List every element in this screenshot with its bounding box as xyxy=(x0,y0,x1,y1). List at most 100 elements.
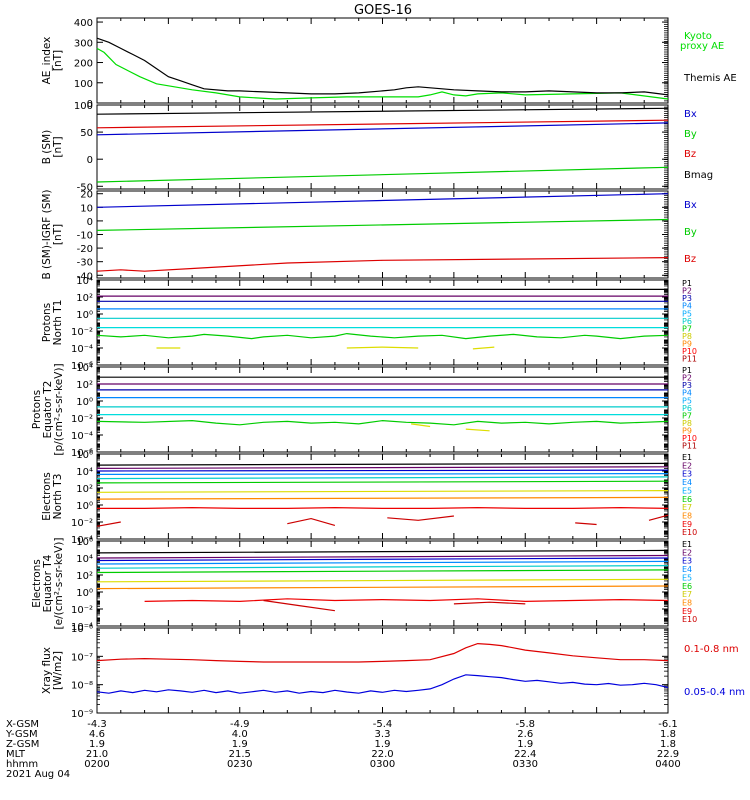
y-tick-label: 10⁰ xyxy=(76,310,93,321)
series-line-e6 xyxy=(96,480,669,484)
ephemeris-value: 21.0 xyxy=(86,749,108,760)
legend-entry: proxy AE xyxy=(680,41,724,52)
legend-entry: E8 xyxy=(682,598,692,607)
legend-entry: P8 xyxy=(682,332,692,341)
legend-entry: E1 xyxy=(682,453,692,462)
y-axis-label: AE_index xyxy=(41,37,53,85)
series-line-themis-ae xyxy=(96,37,669,96)
series-line-p8 xyxy=(346,346,419,349)
series-line-e7 xyxy=(96,578,669,583)
legend-entry: Bx xyxy=(684,109,697,120)
y-tick-label: 10⁻⁷ xyxy=(71,652,93,663)
legend-entry: P2 xyxy=(682,287,692,296)
series-line-p8 xyxy=(411,423,431,428)
y-tick-label: -10 xyxy=(77,231,93,242)
series-line-e1 xyxy=(96,549,669,554)
legend-entry: Kyoto xyxy=(684,31,712,42)
legend-entry: E5 xyxy=(682,486,692,495)
ephemeris-value: 4.6 xyxy=(89,729,105,740)
legend-entry: E4 xyxy=(682,565,692,574)
series-line-e4 xyxy=(96,473,669,475)
y-tick-label: -20 xyxy=(77,244,93,255)
series-line-e3 xyxy=(96,557,669,562)
ephemeris-value: -5.4 xyxy=(373,719,393,730)
ephemeris-value: 1.9 xyxy=(232,739,248,750)
ephemeris-row-label: Z-GSM xyxy=(6,739,39,750)
legend-entry: P9 xyxy=(682,340,692,349)
y-tick-label: 10⁻⁶ xyxy=(71,448,93,459)
y-tick-label: 0 xyxy=(87,99,93,110)
y-tick-label: 10² xyxy=(76,571,93,582)
series-line-e8 xyxy=(96,585,669,590)
legend-entry: E10 xyxy=(682,615,697,624)
panel-frame xyxy=(96,540,669,627)
panel-frame xyxy=(96,17,669,104)
legend-entry: E2 xyxy=(682,548,692,557)
ephemeris-value: 4.0 xyxy=(232,729,248,740)
legend-entry: Bmag xyxy=(684,170,713,181)
series-line-0-05-0-4-nm xyxy=(96,674,669,694)
y-axis-label: [e/(cm²-s-sr-keV)] xyxy=(53,538,65,630)
y-tick-label: -30 xyxy=(77,258,93,269)
ephemeris-value: 0230 xyxy=(227,759,252,770)
y-tick-label: 10⁰ xyxy=(76,588,93,599)
y-axis-label: Protons xyxy=(31,390,43,429)
y-tick-label: 10² xyxy=(76,380,93,391)
y-tick-label: -40 xyxy=(77,271,93,282)
legend-entry: P2 xyxy=(682,374,692,383)
ephemeris-row-label: Y-GSM xyxy=(5,729,38,740)
y-tick-label: 10⁻² xyxy=(71,518,93,529)
legend-entry: P6 xyxy=(682,317,692,326)
ephemeris-value: 22.4 xyxy=(514,749,536,760)
legend-entry: P9 xyxy=(682,427,692,436)
legend-entry: E6 xyxy=(682,495,692,504)
ephemeris-row-label: MLT xyxy=(6,749,26,760)
y-tick-label: 10⁻⁴ xyxy=(71,622,93,633)
y-axis-label: North T3 xyxy=(52,474,64,520)
legend-entry: 0.1-0.8 nm xyxy=(684,644,739,655)
y-tick-label: 10⁻² xyxy=(71,327,93,338)
y-axis-label: B (SM)-IGRF (SM) xyxy=(41,189,53,279)
panel-frame xyxy=(96,627,669,714)
panel-protons_t2: 10⁻⁶ 10⁻⁴ 10⁻² 10⁰ 10² 10⁴ Protons Equator T2 [p… xyxy=(31,363,697,459)
y-axis-label: Equator T2 xyxy=(42,381,54,439)
y-tick-label: 400 xyxy=(74,18,93,29)
series-line-e4 xyxy=(96,560,669,565)
y-tick-label: 10⁰ xyxy=(76,397,93,408)
y-tick-label: 10⁶ xyxy=(76,450,93,461)
series-line-kyoto-proxy-ae xyxy=(96,47,669,100)
ephemeris-value: 22.0 xyxy=(371,749,393,760)
series-line-e7 xyxy=(96,490,669,493)
y-axis-label: [W/m2] xyxy=(52,651,64,690)
y-tick-label: 10⁻⁶ xyxy=(71,361,93,372)
series-line-e2 xyxy=(96,554,669,559)
y-axis-label: [p/(cm²-s-sr-keV)] xyxy=(53,363,65,455)
legend-entry: E8 xyxy=(682,511,692,520)
legend-entry: E5 xyxy=(682,573,692,582)
y-tick-label: 10⁻⁸ xyxy=(71,681,93,692)
legend-entry: E4 xyxy=(682,478,692,487)
legend-entry: By xyxy=(684,227,697,238)
series-line-e10 xyxy=(387,515,454,521)
series-line-e5 xyxy=(96,476,669,480)
series-line-e2 xyxy=(96,466,669,469)
ephemeris-value: 0400 xyxy=(655,759,680,770)
y-tick-label: 10⁻⁴ xyxy=(71,535,93,546)
y-tick-label: 10⁻² xyxy=(71,605,93,616)
legend-entry: P7 xyxy=(682,411,692,420)
series-line-bx xyxy=(96,193,669,208)
legend-entry: P1 xyxy=(682,279,692,288)
legend-entry: Themis AE xyxy=(683,73,737,84)
y-tick-label: 10⁶ xyxy=(76,537,93,548)
y-tick-label: 50 xyxy=(80,128,93,139)
y-axis-label: Electrons xyxy=(31,559,43,608)
y-tick-label: 200 xyxy=(74,59,93,70)
ephemeris-row-label: hhmm xyxy=(6,759,38,770)
series-line-e9 xyxy=(97,506,669,509)
y-tick-label: 20 xyxy=(80,190,93,201)
legend-entry: P7 xyxy=(682,324,692,333)
footer-ephemeris: X-GSM -4.3 -4.9 -5.4 -5.8 -6.1 Y-GSM 4.6 4.0 3.3 2… xyxy=(5,719,681,780)
